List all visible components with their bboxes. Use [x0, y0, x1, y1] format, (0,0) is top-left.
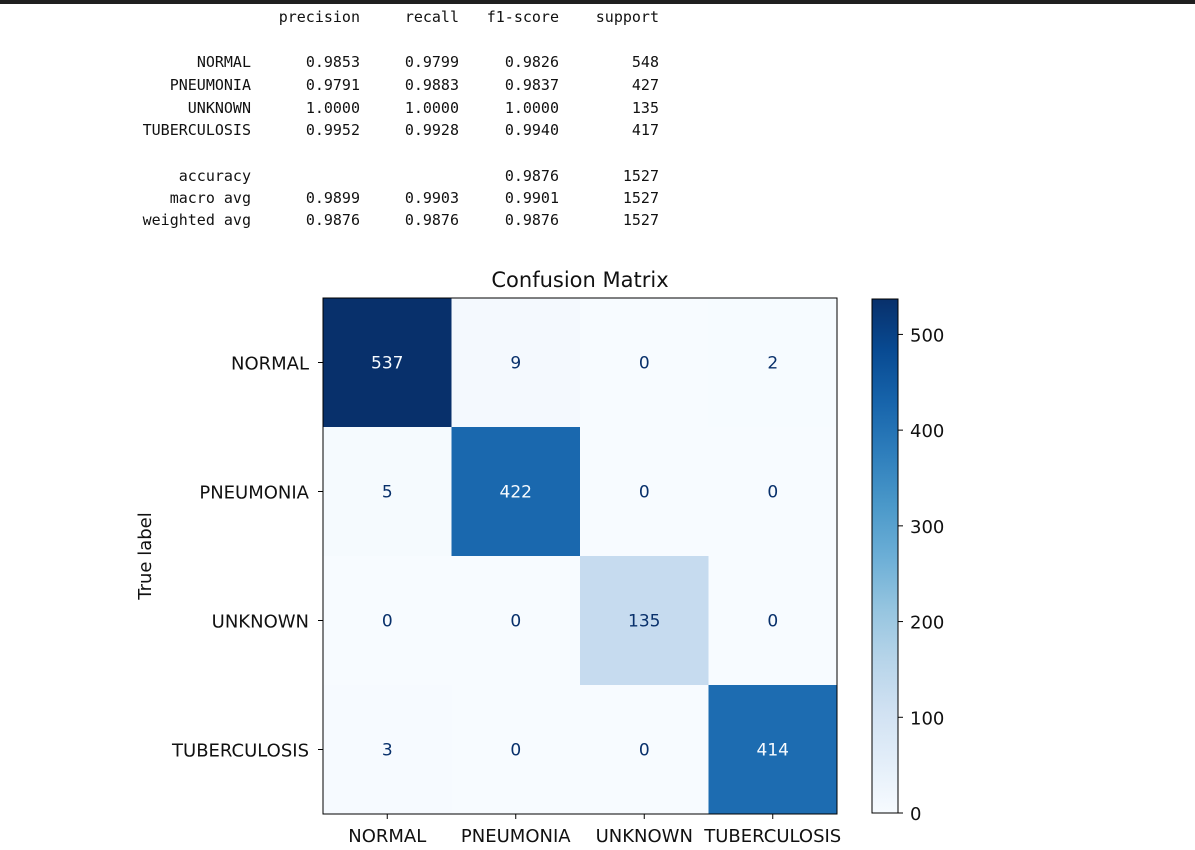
- report-cell: 0.9940: [504, 121, 559, 139]
- matrix-cell: [580, 685, 709, 815]
- colorbar-tick-label: 400: [910, 421, 944, 442]
- report-cell: 0.9837: [504, 76, 559, 94]
- colorbar-tick-label: 200: [910, 613, 944, 634]
- colorbar-tick-label: 0: [910, 804, 921, 825]
- report-summary-label: weighted avg: [142, 211, 251, 229]
- report-cell: 0.9901: [504, 189, 559, 207]
- cell-value-label: 0: [767, 612, 778, 632]
- report-cell: 0.9826: [504, 53, 559, 71]
- plot-frame: [322, 297, 838, 815]
- report-row-label: NORMAL: [196, 53, 251, 71]
- report-cell: 0.9883: [404, 76, 459, 94]
- report-cell: 0.9799: [404, 53, 459, 71]
- matrix-cell: [708, 427, 838, 557]
- colorbar: [871, 298, 899, 814]
- classification-report: precision recall f1-score support NORMAL 0.98…: [0, 0, 1195, 250]
- report-cell: 0.9928: [404, 121, 459, 139]
- x-tick-label: UNKNOWN: [596, 826, 693, 847]
- matrix-cell: [323, 298, 452, 428]
- matrix-cell: [323, 427, 452, 557]
- report-cell: 1.0000: [305, 99, 360, 117]
- cell-value-label: 0: [510, 741, 521, 761]
- report-cell: 1.0000: [404, 99, 459, 117]
- y-tick-label: PNEUMONIA: [199, 483, 309, 504]
- y-tick-label: UNKNOWN: [212, 612, 309, 633]
- report-header-precision: precision: [278, 8, 360, 26]
- report-header-support: support: [595, 8, 659, 26]
- report-cell: 0.9876: [305, 211, 360, 229]
- cell-value-label: 414: [757, 741, 789, 761]
- report-cell: 427: [631, 76, 659, 94]
- matrix-cell: [451, 685, 581, 815]
- report-summary-label: macro avg: [169, 189, 251, 207]
- cell-value-label: 0: [639, 354, 650, 374]
- cell-value-label: 3: [382, 741, 393, 761]
- cell-value-label: 0: [382, 612, 393, 632]
- matrix-cell: [580, 556, 709, 686]
- matrix-cell: [708, 685, 838, 815]
- report-row-label: TUBERCULOSIS: [142, 121, 251, 139]
- cell-value-label: 422: [500, 483, 532, 503]
- matrix-cell: [580, 427, 709, 557]
- report-cell: 548: [631, 53, 659, 71]
- y-axis-label: True label: [135, 512, 156, 601]
- top-border: [0, 0, 1195, 4]
- matrix-cell: [451, 427, 581, 557]
- report-cell: 1527: [622, 167, 659, 185]
- report-summary-label: accuracy: [178, 167, 251, 185]
- x-tick-label: TUBERCULOSIS: [703, 826, 841, 847]
- report-header-f1-score: f1-score: [486, 8, 559, 26]
- cell-value-label: 2: [767, 354, 778, 374]
- chart-title: Confusion Matrix: [491, 268, 668, 292]
- report-cell: 135: [631, 99, 659, 117]
- cell-value-label: 9: [510, 354, 521, 374]
- cell-value-label: 0: [510, 612, 521, 632]
- report-cell: 1527: [622, 189, 659, 207]
- cell-value-label: 135: [628, 612, 660, 632]
- x-tick-label: NORMAL: [348, 826, 426, 847]
- matrix-cell: [323, 556, 452, 686]
- report-cell: 0.9952: [305, 121, 360, 139]
- matrix-cell: [323, 685, 452, 815]
- cell-value-label: 0: [639, 741, 650, 761]
- report-cell: 1527: [622, 211, 659, 229]
- matrix-cell: [580, 298, 709, 428]
- report-cell: 0.9853: [305, 53, 360, 71]
- report-row-label: PNEUMONIA: [169, 76, 251, 94]
- cell-value-label: 537: [371, 354, 403, 374]
- matrix-cell: [451, 298, 581, 428]
- colorbar-tick-label: 500: [910, 325, 944, 346]
- cell-value-label: 5: [382, 483, 393, 503]
- colorbar-tick-label: 300: [910, 517, 944, 538]
- report-header-recall: recall: [404, 8, 459, 26]
- report-cell: 0.9876: [504, 211, 559, 229]
- report-cell: 417: [631, 121, 659, 139]
- report-cell: 0.9903: [404, 189, 459, 207]
- matrix-cell: [708, 298, 838, 428]
- cell-value-label: 0: [767, 483, 778, 503]
- cell-value-label: 0: [639, 483, 650, 503]
- matrix-cell: [451, 556, 581, 686]
- report-cell: 0.9876: [404, 211, 459, 229]
- report-cell: 0.9791: [305, 76, 360, 94]
- matrix-cell: [708, 556, 838, 686]
- y-tick-label: TUBERCULOSIS: [171, 741, 309, 762]
- report-cell: 0.9899: [305, 189, 360, 207]
- y-tick-label: NORMAL: [231, 354, 309, 375]
- report-cell: 0.9876: [504, 167, 559, 185]
- x-tick-label: PNEUMONIA: [461, 826, 571, 847]
- colorbar-tick-label: 100: [910, 708, 944, 729]
- report-cell: 1.0000: [504, 99, 559, 117]
- report-row-label: UNKNOWN: [187, 99, 251, 117]
